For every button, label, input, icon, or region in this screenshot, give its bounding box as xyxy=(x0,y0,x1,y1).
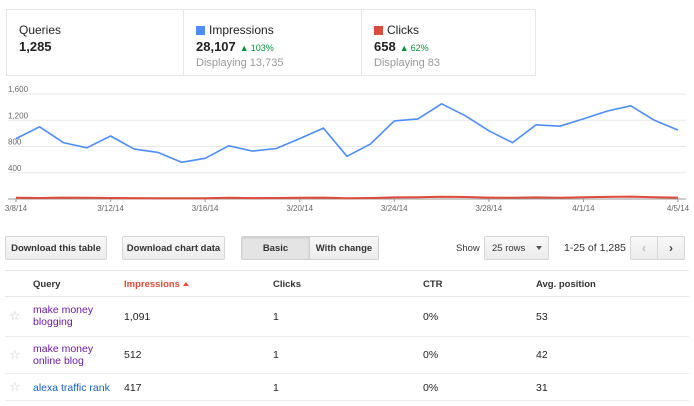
previous-page-button[interactable]: ‹ xyxy=(630,236,658,260)
table-row: ☆ make money online blog 512 1 0% 42 xyxy=(5,337,689,374)
query-line: blogging xyxy=(33,316,73,328)
impressions-cell: 1,091 xyxy=(124,311,151,323)
x-tick-label: 3/24/14 xyxy=(381,204,408,213)
header-query[interactable]: Query xyxy=(33,279,61,290)
table-row: ☆ make money blogging 1,091 1 0% 53 xyxy=(5,297,689,337)
clicks-cell: 1 xyxy=(273,349,279,361)
series-line-impressions[interactable] xyxy=(15,102,679,164)
impressions-label-row: Impressions xyxy=(196,23,361,37)
impressions-value: 28,107 xyxy=(196,39,236,54)
queries-label: Queries xyxy=(19,23,62,37)
impressions-card[interactable]: Impressions 28,107 ▲ 103% Displaying 13,7… xyxy=(184,10,362,75)
header-ctr[interactable]: CTR xyxy=(423,279,443,290)
clicks-cell: 1 xyxy=(273,382,279,394)
y-tick-label: 1,200 xyxy=(8,111,29,120)
queries-table: Query Impressions Clicks CTR Avg. positi… xyxy=(5,270,689,401)
x-tick-label: 4/5/14 xyxy=(667,204,690,213)
impressions-swatch xyxy=(196,25,205,35)
queries-value-text: 1,285 xyxy=(19,39,52,54)
star-icon[interactable]: ☆ xyxy=(9,379,21,394)
query-link[interactable]: make money online blog xyxy=(33,343,93,367)
impressions-value-row: 28,107 ▲ 103% xyxy=(196,39,361,54)
clicks-value-row: 658 ▲ 62% xyxy=(374,39,535,54)
chevron-right-icon: › xyxy=(669,241,673,255)
arrow-up-icon: ▲ xyxy=(239,43,249,53)
impressions-label: Impressions xyxy=(209,23,274,37)
y-tick-label: 400 xyxy=(8,164,22,173)
clicks-value: 658 xyxy=(374,39,396,54)
query-line: make money xyxy=(33,343,94,355)
x-tick-label: 4/1/14 xyxy=(572,204,595,213)
with-change-view-button[interactable]: With change xyxy=(310,237,378,259)
x-tick-label: 3/28/14 xyxy=(476,204,503,213)
summary-panel: Queries 1,285 Impressions 28,107 ▲ 103% D… xyxy=(6,9,536,76)
rows-per-page-value: 25 rows xyxy=(492,242,526,254)
performance-chart[interactable]: 400 800 1,200 1,600 3/8/14 3/12/14 3/16/14 3/20… xyxy=(0,86,694,216)
rows-per-page-select[interactable]: 25 rows xyxy=(484,236,549,260)
star-icon[interactable]: ☆ xyxy=(9,308,21,323)
y-tick-label: 800 xyxy=(8,138,22,147)
view-toggle: Basic With change xyxy=(241,236,379,260)
header-avg-position[interactable]: Avg. position xyxy=(536,279,596,290)
table-row: ☆ alexa traffic rank 417 1 0% 31 xyxy=(5,374,689,401)
chevron-left-icon: ‹ xyxy=(642,241,646,255)
clicks-label-row: Clicks xyxy=(374,23,535,37)
ctr-cell: 0% xyxy=(423,349,439,361)
clicks-label: Clicks xyxy=(387,23,419,37)
next-page-button[interactable]: › xyxy=(657,236,685,260)
ctr-cell: 0% xyxy=(423,311,439,323)
header-clicks[interactable]: Clicks xyxy=(273,279,301,290)
queries-value: 1,285 xyxy=(19,39,183,54)
impressions-delta: ▲ 103% xyxy=(240,43,274,53)
arrow-up-icon: ▲ xyxy=(399,43,409,53)
x-tick-label: 3/12/14 xyxy=(97,204,124,213)
table-header: Query Impressions Clicks CTR Avg. positi… xyxy=(5,270,689,297)
series-line-clicks[interactable] xyxy=(15,195,679,200)
impressions-delta-text: 103% xyxy=(250,43,274,53)
queries-card[interactable]: Queries 1,285 xyxy=(7,10,184,75)
star-icon[interactable]: ☆ xyxy=(9,347,21,362)
avg-position-cell: 53 xyxy=(536,311,548,323)
query-line: make money xyxy=(33,304,94,316)
download-table-button[interactable]: Download this table xyxy=(5,236,107,260)
query-link[interactable]: alexa traffic rank xyxy=(33,382,110,394)
sort-ascending-icon xyxy=(182,282,189,286)
pagination-range: 1-25 of 1,285 xyxy=(564,242,626,254)
avg-position-cell: 42 xyxy=(536,349,548,361)
impressions-cell: 417 xyxy=(124,382,142,394)
query-line: online blog xyxy=(33,355,84,367)
query-link[interactable]: make money blogging xyxy=(33,304,93,328)
avg-position-cell: 31 xyxy=(536,382,548,394)
download-chart-button[interactable]: Download chart data xyxy=(122,236,225,260)
x-tick-label: 3/16/14 xyxy=(192,204,219,213)
impressions-cell: 512 xyxy=(124,349,142,361)
x-tick-label: 3/20/14 xyxy=(286,204,313,213)
clicks-sub: Displaying 83 xyxy=(374,57,441,69)
clicks-swatch xyxy=(374,25,383,35)
header-impressions[interactable]: Impressions xyxy=(124,279,189,290)
header-impressions-label: Impressions xyxy=(124,279,180,290)
show-label: Show xyxy=(456,243,480,254)
impressions-sub: Displaying 13,735 xyxy=(196,57,284,69)
clicks-card[interactable]: Clicks 658 ▲ 62% Displaying 83 xyxy=(362,10,535,75)
basic-view-button[interactable]: Basic xyxy=(242,237,310,259)
clicks-cell: 1 xyxy=(273,311,279,323)
clicks-delta: ▲ 62% xyxy=(400,43,429,53)
y-tick-label: 1,600 xyxy=(8,86,29,94)
chevron-down-icon xyxy=(536,246,542,250)
query-line: alexa traffic rank xyxy=(33,382,110,394)
clicks-delta-text: 62% xyxy=(410,43,429,53)
x-tick-label: 3/8/14 xyxy=(5,204,28,213)
ctr-cell: 0% xyxy=(423,382,439,394)
